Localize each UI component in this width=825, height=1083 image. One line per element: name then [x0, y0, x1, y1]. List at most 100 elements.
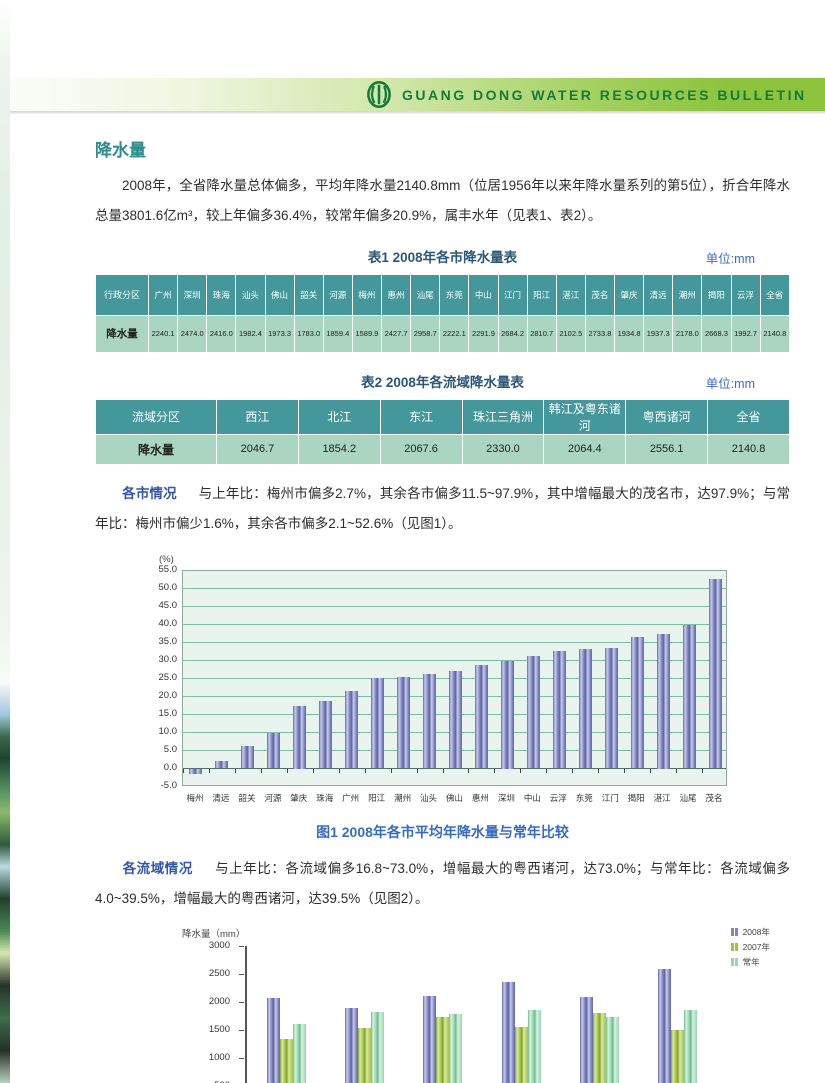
value-cell: 1992.7 [731, 315, 760, 352]
table2-basin-precipitation: 流域分区 西江 北江 东江 珠江三角洲 韩江及粤东诸河 粤西诸河 全省 降水量 2046.7 18… [95, 399, 790, 465]
value-cell: 1973.3 [265, 315, 294, 352]
x-tickmark [390, 768, 392, 773]
bar-珠江三角洲-2008年 [501, 981, 515, 1083]
chart2-legend: 2008年 2007年常年 [730, 926, 770, 971]
bar-东莞 [578, 648, 592, 769]
row-label: 降水量 [96, 434, 216, 464]
y-tick-label: 0.0 [163, 761, 177, 773]
gridline [183, 588, 726, 589]
x-tickmark [364, 768, 366, 773]
bar-云浮 [552, 651, 566, 769]
y-tick-label: 500 [150, 1080, 230, 1083]
x-tick-label: 惠州 [471, 792, 489, 803]
bar-汕头 [423, 673, 437, 769]
bar-粤西诸河-常年 [684, 1009, 698, 1083]
column-header: 全省 [760, 274, 789, 315]
chart2-plot-area [245, 946, 715, 1083]
bar-汕尾 [682, 625, 696, 769]
column-header: 全省 [708, 399, 789, 434]
x-tick-label: 珠海 [316, 792, 334, 803]
y-tickmark [239, 1029, 244, 1031]
basins-lead: 各流域情况 [122, 860, 193, 876]
bar-西江-2007年 [279, 1038, 293, 1083]
column-header: 汕头 [236, 274, 265, 315]
top-margin [0, 0, 825, 78]
gridline [183, 660, 726, 661]
bar-湛江 [656, 633, 670, 769]
bar-韩江及粤东诸河-常年 [606, 1017, 619, 1083]
x-tickmark [572, 768, 574, 773]
x-tick-label: 云浮 [549, 792, 567, 803]
bar-惠州 [474, 664, 488, 769]
bar-北江-2008年 [345, 1008, 358, 1083]
x-tick-label: 中山 [523, 792, 541, 803]
x-tickmark [598, 768, 600, 773]
value-cell: 2556.1 [626, 434, 708, 464]
value-cell: 1854.2 [298, 434, 380, 464]
bar-阳江 [371, 677, 385, 769]
cities-paragraph: 各市情况 与上年比：梅州市偏多2.7%，其余各市偏多11.5~97.9%，其中增幅… [95, 485, 791, 532]
column-header: 汕尾 [411, 274, 440, 315]
column-header: 西江 [217, 399, 298, 434]
table-corner-header: 行政分区 [96, 274, 148, 315]
x-tick-label: 韶关 [238, 792, 256, 803]
column-header: 深圳 [178, 274, 207, 315]
y-tick-label: 40.0 [158, 617, 178, 629]
value-cell: 1937.3 [644, 315, 673, 352]
page-title: 降水量 [95, 141, 146, 160]
intro-paragraph: 2008年，全省降水量总体偏多，平均年降水量2140.8mm（位居1956年以来… [95, 178, 790, 224]
header-divider [0, 111, 825, 114]
value-cell: 2064.4 [544, 434, 626, 464]
value-cell: 2810.7 [527, 315, 556, 352]
y-tick-label: 50.0 [158, 581, 178, 593]
column-header: 茂名 [585, 274, 614, 315]
figure1-caption: 图1 2008年各市平均年降水量与常年比较 [316, 823, 569, 840]
legend-label: 2007年 [742, 942, 770, 953]
y-tick-label: 25.0 [158, 671, 178, 683]
x-tickmark [442, 768, 444, 773]
bar-深圳 [500, 660, 514, 769]
bar-河源 [267, 733, 281, 769]
bar-江门 [604, 647, 618, 769]
x-tickmark [260, 768, 262, 773]
bar-韩江及粤东诸河-2008年 [580, 996, 593, 1083]
bar-北江-常年 [371, 1012, 384, 1083]
x-tickmark [624, 768, 626, 773]
y-tick-label: 2500 [208, 968, 230, 980]
value-cell: 1589.9 [352, 315, 381, 352]
legend-swatch-icon [730, 958, 738, 967]
x-tickmark [676, 768, 678, 773]
value-cell: 2416.0 [207, 315, 236, 352]
value-cell: 2067.6 [380, 434, 462, 464]
x-tickmark [468, 768, 470, 773]
x-tick-label: 广州 [342, 792, 360, 803]
column-header: 潮州 [673, 274, 702, 315]
bar-清远 [215, 760, 229, 769]
brand: GUANG DONG WATER RESOURCES BULLETIN [366, 81, 807, 108]
x-tick-label: 河源 [264, 792, 282, 803]
x-tick-label: 湛江 [653, 792, 671, 803]
legend-item: 2007年 [730, 941, 770, 953]
column-header: 北江 [298, 399, 380, 434]
value-cell: 2140.8 [708, 434, 789, 464]
bar-梅州 [189, 768, 203, 775]
legend-label: 2008年 [742, 927, 770, 938]
bar-潮州 [397, 676, 411, 769]
column-header: 珠江三角洲 [462, 399, 544, 434]
legend-item: 常年 [730, 956, 770, 968]
bar-韶关 [241, 746, 255, 769]
column-header: 东江 [380, 399, 462, 434]
column-header: 东莞 [440, 274, 469, 315]
legend-item: 2008年 [730, 926, 770, 938]
legend-swatch-icon [730, 943, 738, 952]
x-tickmark [312, 768, 314, 773]
bar-粤西诸河-2008年 [658, 969, 672, 1083]
legend-label: 常年 [742, 957, 760, 968]
value-cell: 1982.4 [236, 315, 265, 352]
header-band: GUANG DONG WATER RESOURCES BULLETIN [10, 78, 825, 111]
chart2-ylabel: 降水量（mm） [182, 929, 246, 941]
column-header: 清远 [644, 274, 673, 315]
chart1-ylabel: (%) [159, 553, 174, 565]
y-tick-label: 55.0 [158, 563, 178, 575]
